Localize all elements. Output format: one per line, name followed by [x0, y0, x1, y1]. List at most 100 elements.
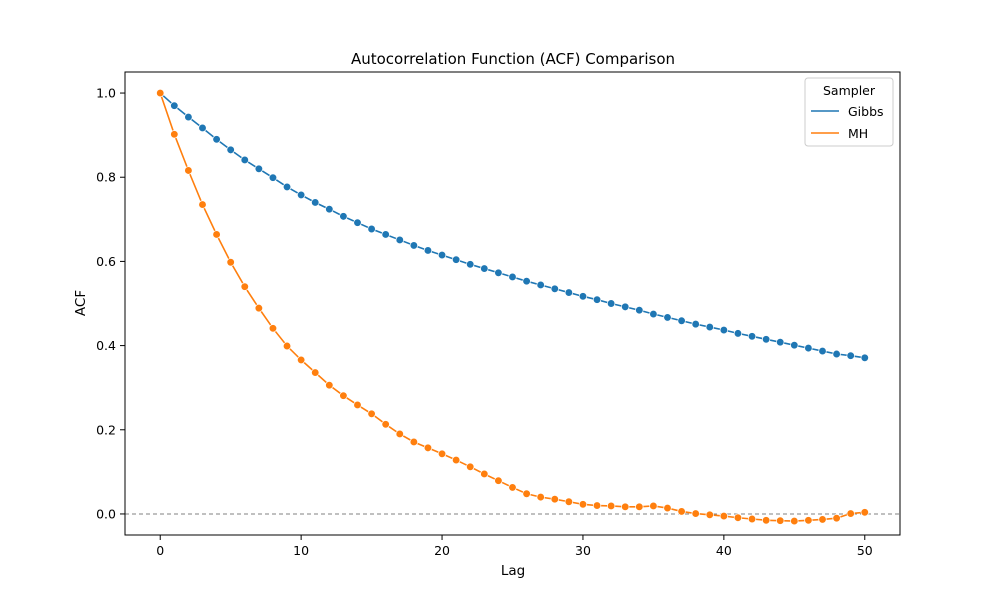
data-point-gibbs	[649, 309, 658, 319]
data-point-mh	[353, 400, 362, 410]
data-point-mh	[466, 462, 475, 471]
data-point-gibbs	[536, 280, 545, 290]
data-point-gibbs	[606, 299, 616, 308]
data-point-gibbs	[705, 322, 714, 332]
data-point-gibbs	[578, 292, 588, 301]
data-point-gibbs	[212, 135, 221, 144]
data-point-gibbs	[776, 338, 785, 347]
data-point-mh	[268, 324, 278, 333]
data-point-gibbs	[494, 268, 503, 277]
data-point-mh	[747, 514, 757, 524]
series-mh	[156, 88, 869, 526]
x-tick-label: 10	[293, 543, 309, 558]
data-point-mh	[592, 501, 602, 510]
x-tick-label: 50	[857, 543, 873, 558]
data-point-gibbs	[353, 218, 362, 227]
y-tick-label: 0.2	[96, 422, 116, 437]
data-point-gibbs	[677, 316, 686, 325]
legend-label-mh: MH	[848, 126, 868, 141]
data-point-mh	[691, 509, 700, 518]
data-point-gibbs	[325, 205, 334, 214]
plot-area-frame	[124, 71, 901, 536]
data-point-mh	[508, 483, 517, 492]
chart-title: Autocorrelation Function (ACF) Compariso…	[351, 50, 675, 68]
y-tick-label: 1.0	[96, 86, 116, 101]
data-point-gibbs	[818, 346, 827, 356]
data-point-mh	[776, 516, 785, 525]
data-point-mh	[423, 443, 433, 453]
data-point-mh	[733, 513, 743, 522]
y-tick-label: 0.0	[96, 506, 116, 521]
data-point-mh	[790, 516, 799, 526]
series-layer	[156, 88, 869, 526]
data-point-gibbs	[832, 349, 841, 359]
data-point-gibbs	[268, 173, 278, 182]
data-point-mh	[804, 516, 813, 525]
data-point-gibbs	[184, 112, 193, 122]
data-point-gibbs	[508, 272, 517, 282]
legend-box	[804, 77, 894, 147]
data-point-gibbs	[226, 145, 235, 155]
data-point-mh	[381, 420, 390, 429]
data-point-gibbs	[170, 101, 179, 110]
data-point-mh	[480, 469, 489, 479]
data-point-gibbs	[550, 284, 559, 293]
data-point-mh	[719, 511, 729, 521]
data-point-mh	[339, 391, 348, 400]
data-point-mh	[663, 503, 672, 513]
x-tick-label: 30	[575, 543, 591, 558]
data-point-mh	[536, 492, 545, 502]
data-point-gibbs	[621, 302, 630, 312]
data-point-mh	[437, 449, 447, 458]
data-point-mh	[564, 497, 574, 506]
data-point-mh	[240, 282, 249, 291]
data-point-gibbs	[409, 241, 419, 250]
data-point-mh	[494, 476, 503, 485]
data-point-mh	[761, 516, 771, 525]
data-point-gibbs	[395, 235, 404, 245]
data-point-gibbs	[451, 255, 461, 264]
data-point-mh	[451, 455, 461, 465]
y-tick-label: 0.6	[96, 254, 116, 269]
data-point-gibbs	[466, 260, 475, 269]
data-point-gibbs	[804, 343, 813, 353]
data-point-gibbs	[240, 155, 249, 165]
data-point-mh	[860, 508, 869, 517]
data-point-mh	[677, 507, 686, 516]
legend-title: Sampler	[823, 83, 876, 98]
data-point-gibbs	[339, 212, 348, 221]
data-point-gibbs	[846, 351, 855, 360]
data-point-gibbs	[311, 198, 320, 207]
data-point-gibbs	[522, 277, 531, 286]
data-point-gibbs	[367, 224, 376, 234]
data-point-gibbs	[719, 325, 729, 335]
data-point-gibbs	[282, 182, 292, 192]
data-point-mh	[156, 88, 165, 98]
data-point-mh	[367, 409, 376, 418]
data-point-gibbs	[733, 329, 743, 338]
legend: Sampler Gibbs MH	[804, 77, 894, 147]
data-point-gibbs	[592, 295, 602, 304]
data-point-gibbs	[747, 332, 757, 341]
data-point-mh	[818, 515, 827, 524]
data-point-mh	[198, 200, 207, 209]
data-point-mh	[226, 258, 235, 267]
data-point-gibbs	[860, 353, 869, 362]
data-point-mh	[282, 341, 292, 351]
data-point-mh	[395, 429, 404, 439]
data-point-mh	[621, 502, 630, 511]
data-point-gibbs	[761, 335, 771, 344]
legend-label-gibbs: Gibbs	[848, 104, 884, 119]
data-point-mh	[832, 514, 841, 523]
data-point-mh	[522, 489, 531, 498]
data-point-gibbs	[691, 319, 700, 329]
data-point-mh	[254, 303, 264, 313]
data-point-mh	[705, 510, 714, 519]
data-point-mh	[296, 355, 306, 365]
tick-layer: 0 10 20 30 40 50 0.0 0.2 0.4 0.6 0.8 1.0	[96, 86, 873, 558]
data-point-mh	[409, 437, 419, 447]
data-point-mh	[170, 130, 179, 139]
data-point-mh	[311, 368, 320, 377]
